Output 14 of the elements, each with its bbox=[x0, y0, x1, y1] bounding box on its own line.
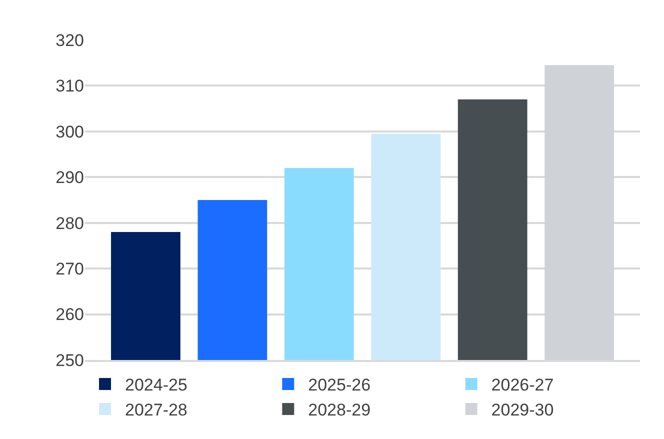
y-tick-label: 310 bbox=[56, 76, 84, 96]
y-tick-label: 260 bbox=[56, 305, 84, 324]
y-tick-label: 290 bbox=[56, 168, 84, 188]
y-tick-label: 280 bbox=[56, 214, 84, 233]
legend-label: 2024-25 bbox=[125, 376, 188, 395]
legend-label: 2027-28 bbox=[125, 400, 188, 420]
legend-label: 2029-30 bbox=[491, 400, 554, 420]
y-tick-label: 320 bbox=[56, 30, 84, 50]
y-tick-label: 250 bbox=[56, 350, 84, 370]
legend-label: 2025-26 bbox=[308, 376, 371, 395]
legend-label: 2026-27 bbox=[491, 376, 554, 395]
legend-label: 2028-29 bbox=[308, 400, 371, 420]
y-tick-label: 270 bbox=[56, 260, 84, 279]
y-tick-label: 300 bbox=[56, 122, 84, 142]
